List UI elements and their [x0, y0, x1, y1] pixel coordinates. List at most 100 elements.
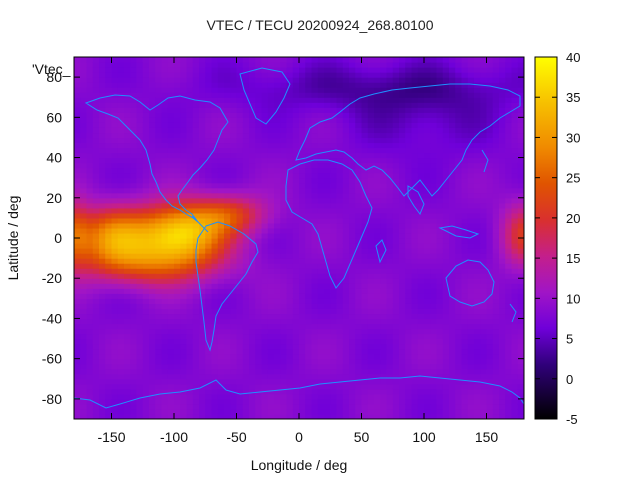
heatmap-cell: [261, 77, 269, 83]
heatmap-cell: [499, 403, 506, 410]
heatmap-cell: [449, 137, 456, 144]
heatmap-cell: [492, 167, 500, 174]
heatmap-cell: [149, 258, 156, 264]
heatmap-cell: [230, 112, 238, 118]
heatmap-cell: [149, 212, 156, 219]
heatmap-cell: [211, 358, 219, 365]
heatmap-cell: [99, 258, 106, 264]
heatmap-cell: [499, 243, 506, 249]
heatmap-cell: [149, 398, 156, 405]
heatmap-cell: [424, 102, 431, 108]
heatmap-cell: [467, 408, 475, 415]
heatmap-cell: [174, 142, 181, 149]
heatmap-cell: [430, 338, 438, 345]
heatmap-cell: [280, 162, 288, 169]
heatmap-cell: [136, 263, 144, 269]
heatmap-cell: [436, 152, 444, 159]
heatmap-cell: [186, 187, 194, 194]
heatmap-cell: [417, 222, 425, 229]
heatmap-cell: [486, 368, 494, 375]
heatmap-cell: [117, 207, 125, 214]
heatmap-cell: [305, 82, 313, 88]
heatmap-cell: [86, 248, 94, 254]
heatmap-cell: [317, 358, 325, 365]
heatmap-cell: [342, 413, 350, 419]
heatmap-cell: [442, 132, 450, 139]
heatmap-cell: [236, 122, 244, 128]
heatmap-cell: [424, 127, 431, 134]
heatmap-cell: [480, 187, 488, 194]
heatmap-cell: [499, 137, 506, 144]
heatmap-cell: [242, 187, 250, 194]
heatmap-cell: [167, 172, 175, 179]
heatmap-cell: [217, 268, 225, 274]
heatmap-cell: [336, 67, 344, 73]
heatmap-cell: [167, 182, 175, 189]
heatmap-cell: [499, 207, 506, 214]
heatmap-cell: [442, 162, 450, 169]
heatmap-cell: [130, 393, 138, 400]
heatmap-cell: [124, 358, 131, 365]
heatmap-cell: [180, 288, 188, 294]
heatmap-cell: [330, 383, 338, 390]
heatmap-cell: [149, 333, 156, 340]
heatmap-cell: [392, 147, 400, 154]
heatmap-cell: [399, 378, 406, 385]
heatmap-cell: [92, 162, 100, 169]
heatmap-cell: [124, 212, 131, 219]
heatmap-cell: [411, 192, 419, 199]
heatmap-cell: [317, 197, 325, 204]
heatmap-cell: [405, 62, 413, 68]
heatmap-cell: [349, 97, 356, 103]
heatmap-cell: [149, 167, 156, 174]
heatmap-cell: [180, 363, 188, 370]
heatmap-cell: [424, 97, 431, 103]
heatmap-cell: [486, 248, 494, 254]
heatmap-cell: [236, 303, 244, 309]
heatmap-cell: [161, 308, 169, 315]
heatmap-cell: [430, 57, 438, 63]
heatmap-cell: [474, 353, 481, 360]
heatmap-cell: [292, 92, 300, 98]
heatmap-cell: [111, 408, 119, 415]
heatmap-cell: [436, 67, 444, 73]
heatmap-cell: [436, 363, 444, 370]
heatmap-cell: [380, 268, 388, 274]
heatmap-cell: [374, 368, 381, 375]
heatmap-cell: [211, 333, 219, 340]
heatmap-cell: [274, 202, 281, 209]
heatmap-cell: [186, 398, 194, 405]
heatmap-cell: [136, 363, 144, 370]
heatmap-cell: [192, 303, 200, 309]
heatmap-cell: [486, 403, 494, 410]
heatmap-cell: [230, 202, 238, 209]
heatmap-cell: [242, 62, 250, 68]
heatmap-cell: [480, 197, 488, 204]
heatmap-cell: [317, 97, 325, 103]
heatmap-cell: [455, 67, 463, 73]
heatmap-cell: [261, 107, 269, 113]
heatmap-cell: [92, 157, 100, 164]
heatmap-cell: [367, 278, 375, 284]
heatmap-cell: [105, 368, 113, 375]
heatmap-cell: [155, 323, 163, 330]
heatmap-cell: [392, 353, 400, 360]
heatmap-cell: [305, 318, 313, 325]
heatmap-cell: [224, 413, 231, 419]
heatmap-cell: [349, 152, 356, 159]
heatmap-cell: [99, 217, 106, 224]
heatmap-cell: [142, 343, 150, 350]
heatmap-cell: [399, 388, 406, 395]
heatmap-cell: [355, 142, 363, 149]
heatmap-cell: [499, 343, 506, 350]
heatmap-cell: [142, 358, 150, 365]
heatmap-cell: [136, 313, 144, 320]
heatmap-cell: [336, 338, 344, 345]
heatmap-cell: [161, 328, 169, 335]
heatmap-cell: [386, 122, 394, 128]
heatmap-cell: [392, 122, 400, 128]
heatmap-cell: [130, 343, 138, 350]
heatmap-cell: [236, 268, 244, 274]
heatmap-cell: [411, 127, 419, 134]
heatmap-cell: [417, 97, 425, 103]
